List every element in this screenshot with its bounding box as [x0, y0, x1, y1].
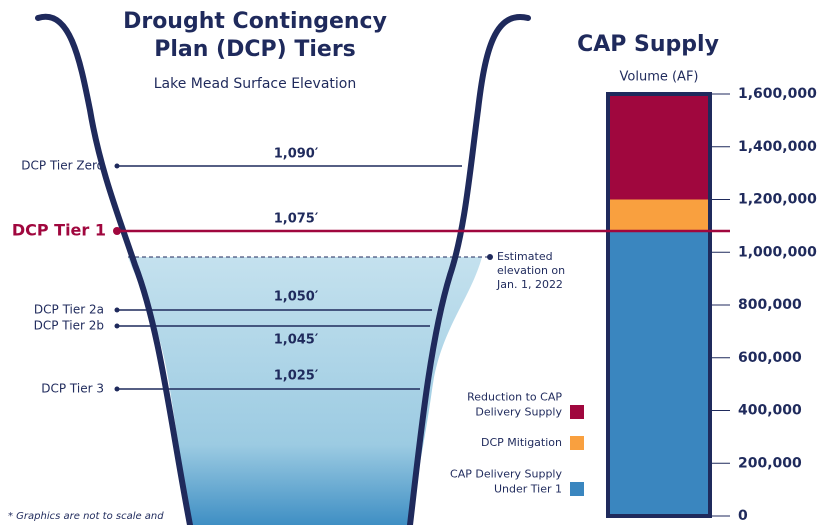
estimate-dot — [487, 254, 493, 260]
y-tick-label: 1,000,000 — [738, 244, 817, 260]
tier-elevation: 1,075′ — [274, 212, 319, 227]
y-tick-label: 1,200,000 — [738, 192, 817, 208]
y-tick-label: 0 — [738, 508, 748, 524]
title: Plan (DCP) Tiers — [154, 37, 356, 62]
legend-label: CAP Delivery Supply — [450, 468, 562, 481]
estimate-note: Jan. 1, 2022 — [496, 278, 563, 291]
tier-elevation: 1,090′ — [274, 147, 319, 162]
footnote: * Graphics are not to scale and — [8, 511, 164, 522]
tier-label: DCP Tier 3 — [41, 382, 104, 396]
bar-segment — [608, 94, 710, 200]
legend-label: Delivery Supply — [475, 406, 562, 419]
y-axis-label: Volume (AF) — [620, 70, 699, 85]
legend-label: Reduction to CAP — [467, 391, 562, 404]
tier-elevation: 1,025′ — [274, 369, 319, 384]
tier-label: DCP Tier Zero — [21, 159, 104, 173]
bar-segment — [608, 200, 710, 232]
y-tick-label: 1,600,000 — [738, 86, 817, 102]
tier-label: DCP Tier 2b — [34, 319, 104, 333]
estimate-note: Estimated — [497, 250, 553, 263]
title: Drought Contingency — [123, 9, 387, 34]
y-tick-label: 1,400,000 — [738, 139, 817, 155]
tier-label: DCP Tier 2a — [34, 303, 104, 317]
chart-title: CAP Supply — [577, 32, 719, 57]
y-tick-label: 400,000 — [738, 403, 802, 419]
y-tick-label: 800,000 — [738, 297, 802, 313]
infographic: Drought Contingency Plan (DCP) Tiers Lak… — [0, 0, 820, 525]
tier-elevation: 1,050′ — [274, 290, 319, 305]
legend-swatch — [570, 436, 584, 450]
legend-label: Under Tier 1 — [494, 483, 562, 496]
tier-elevation: 1,045′ — [274, 333, 319, 348]
legend-swatch — [570, 482, 584, 496]
subtitle: Lake Mead Surface Elevation — [154, 76, 356, 92]
bar-segment — [608, 231, 710, 516]
y-tick-label: 200,000 — [738, 455, 802, 471]
y-tick-label: 600,000 — [738, 350, 802, 366]
legend-swatch — [570, 405, 584, 419]
tier-label: DCP Tier 1 — [12, 221, 106, 240]
estimate-note: elevation on — [497, 264, 565, 277]
legend-label: DCP Mitigation — [481, 436, 562, 449]
